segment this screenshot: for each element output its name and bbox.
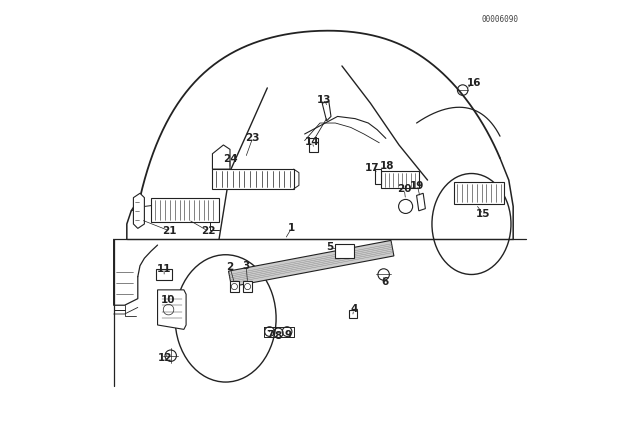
Polygon shape xyxy=(349,310,357,319)
Text: 5: 5 xyxy=(326,242,333,252)
Polygon shape xyxy=(322,101,331,121)
Polygon shape xyxy=(375,169,381,185)
Text: 17: 17 xyxy=(365,163,379,173)
Text: 18: 18 xyxy=(380,160,394,171)
Bar xyxy=(151,198,219,222)
Text: 8: 8 xyxy=(275,331,282,341)
Text: 2: 2 xyxy=(227,262,234,272)
Bar xyxy=(335,244,354,258)
Text: 16: 16 xyxy=(467,78,481,88)
Bar xyxy=(381,171,419,188)
Polygon shape xyxy=(212,145,230,169)
Text: 1: 1 xyxy=(288,224,295,233)
Text: 15: 15 xyxy=(476,209,491,220)
Polygon shape xyxy=(243,281,252,292)
Text: 4: 4 xyxy=(350,304,358,314)
Bar xyxy=(454,182,504,204)
Text: 7: 7 xyxy=(266,330,273,340)
Text: 11: 11 xyxy=(157,264,172,274)
Text: 9: 9 xyxy=(284,330,291,340)
Text: 00006090: 00006090 xyxy=(481,15,518,24)
Text: 22: 22 xyxy=(201,226,215,236)
Polygon shape xyxy=(157,290,186,329)
Polygon shape xyxy=(228,241,394,287)
Text: 14: 14 xyxy=(305,137,319,147)
Bar xyxy=(156,269,172,280)
Polygon shape xyxy=(309,138,318,151)
Text: 3: 3 xyxy=(243,261,250,271)
Text: 6: 6 xyxy=(381,276,388,287)
Polygon shape xyxy=(133,193,145,228)
Text: 23: 23 xyxy=(246,133,260,142)
Polygon shape xyxy=(417,193,426,211)
Text: 19: 19 xyxy=(410,181,425,191)
Text: 10: 10 xyxy=(161,295,176,305)
Bar xyxy=(212,169,294,189)
Text: 12: 12 xyxy=(158,353,172,363)
Text: 21: 21 xyxy=(163,226,177,236)
Text: 13: 13 xyxy=(317,95,332,105)
Polygon shape xyxy=(230,281,239,292)
Text: 20: 20 xyxy=(397,184,412,194)
Text: 24: 24 xyxy=(223,155,237,164)
